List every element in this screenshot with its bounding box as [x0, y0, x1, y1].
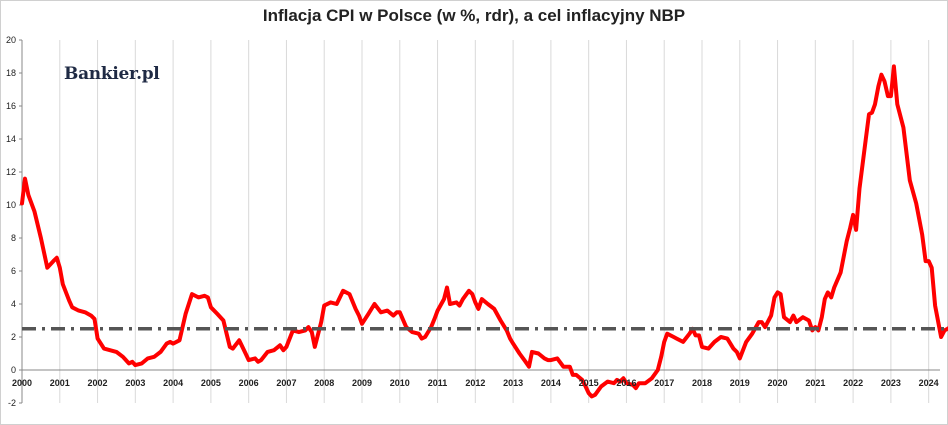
- x-tick-label-2007: 2007: [276, 378, 296, 388]
- y-tick-label--2: -2: [8, 398, 16, 408]
- x-tick-label-2000: 2000: [12, 378, 32, 388]
- y-tick-label-0: 0: [11, 365, 16, 375]
- x-tick-label-2013: 2013: [503, 378, 523, 388]
- x-tick-label-2011: 2011: [428, 378, 448, 388]
- y-tick-label-6: 6: [11, 266, 16, 276]
- x-tick-label-2012: 2012: [465, 378, 485, 388]
- x-tick-label-2002: 2002: [88, 378, 108, 388]
- series-layer: [20, 64, 948, 399]
- cpi-inflation-line: [20, 64, 948, 399]
- x-tick-label-2008: 2008: [314, 378, 334, 388]
- chart-title: Inflacja CPI w Polsce (w %, rdr), a cel …: [262, 6, 686, 25]
- x-tick-label-2014: 2014: [541, 378, 561, 388]
- grid-layer: [21, 40, 930, 403]
- bankier-logo: Bankier.pl: [64, 64, 160, 84]
- x-tick-label-2023: 2023: [881, 378, 901, 388]
- axis-layer: [19, 39, 940, 404]
- x-tick-label-2003: 2003: [125, 378, 145, 388]
- x-tick-label-2024: 2024: [919, 378, 939, 388]
- x-tick-label-2020: 2020: [768, 378, 788, 388]
- x-tick-label-2022: 2022: [843, 378, 863, 388]
- y-tick-label-20: 20: [6, 35, 16, 45]
- x-tick-label-2015: 2015: [579, 378, 599, 388]
- y-tick-label-16: 16: [6, 101, 16, 111]
- y-tick-label-2: 2: [11, 332, 16, 342]
- y-tick-label-4: 4: [11, 299, 16, 309]
- y-tick-label-14: 14: [6, 134, 16, 144]
- x-tick-label-2006: 2006: [239, 378, 259, 388]
- y-tick-label-10: 10: [6, 200, 16, 210]
- x-tick-label-2010: 2010: [390, 378, 410, 388]
- x-tick-label-2019: 2019: [730, 378, 750, 388]
- y-tick-label-8: 8: [11, 233, 16, 243]
- y-tick-label-18: 18: [6, 68, 16, 78]
- x-tick-label-2018: 2018: [692, 378, 712, 388]
- x-tick-label-2017: 2017: [654, 378, 674, 388]
- x-tick-label-2001: 2001: [50, 378, 70, 388]
- x-tick-label-2016: 2016: [616, 378, 636, 388]
- x-tick-label-2009: 2009: [352, 378, 372, 388]
- x-tick-label-2005: 2005: [201, 378, 221, 388]
- x-tick-label-2021: 2021: [805, 378, 825, 388]
- y-tick-label-12: 12: [6, 167, 16, 177]
- tick-label-layer: 2000 2001 2002 2003 2004 2005 2006 2007 2008 2009…: [6, 35, 939, 408]
- x-tick-label-2004: 2004: [163, 378, 183, 388]
